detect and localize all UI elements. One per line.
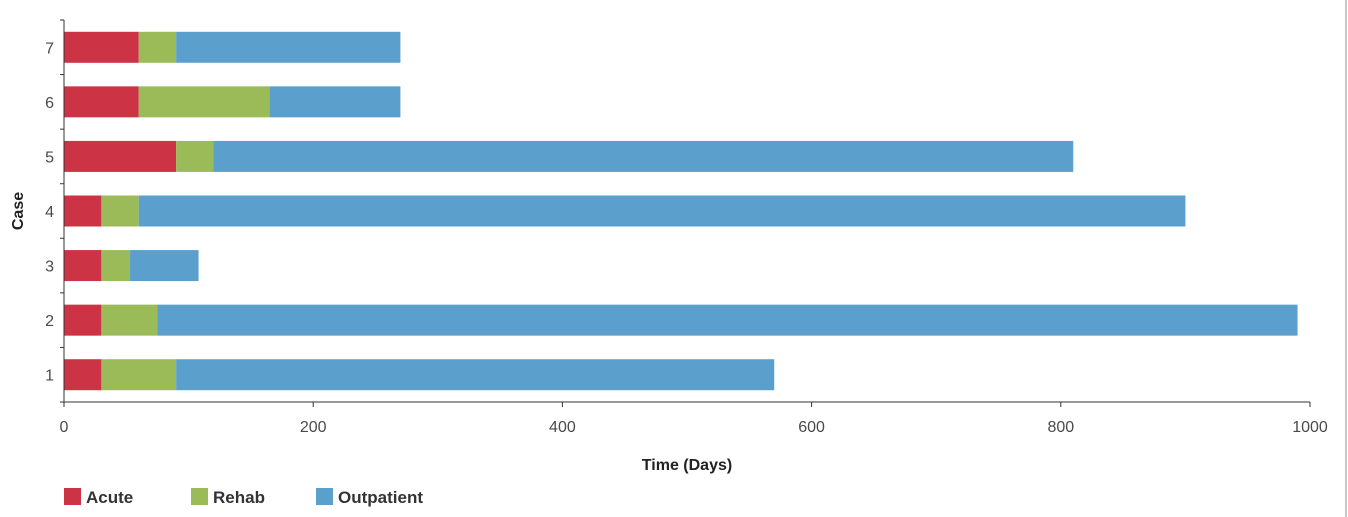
bar-case-3-outpatient xyxy=(130,250,199,282)
bar-case-6-outpatient xyxy=(269,86,401,118)
bar-case-1-acute xyxy=(64,359,102,391)
bar-case-3-acute xyxy=(64,250,102,282)
y-tick-label: 4 xyxy=(45,204,54,221)
x-tick-label: 1000 xyxy=(1292,419,1328,436)
x-tick-label: 400 xyxy=(549,419,576,436)
y-axis-title: Case xyxy=(10,192,27,230)
y-ticks-layer: 1 2 3 4 5 6 7 xyxy=(45,19,64,403)
x-ticks-layer: 0 200 400 600 800 1000 xyxy=(60,402,1328,436)
bar-case-5-outpatient xyxy=(213,140,1074,172)
bar-case-5-acute xyxy=(64,140,177,172)
bar-case-7-acute xyxy=(64,31,139,63)
y-tick-label: 2 xyxy=(45,313,54,330)
x-tick-label: 0 xyxy=(60,419,69,436)
y-tick-label: 3 xyxy=(45,259,54,276)
bar-case-4-outpatient xyxy=(138,195,1186,227)
y-tick-label: 6 xyxy=(45,95,54,112)
bar-case-4-rehab xyxy=(101,195,139,227)
bar-case-4-acute xyxy=(64,195,102,227)
bar-case-7-outpatient xyxy=(176,31,401,63)
x-tick-label: 200 xyxy=(300,419,327,436)
bar-case-6-rehab xyxy=(138,86,270,118)
legend-swatch-rehab xyxy=(191,488,208,505)
bar-case-1-outpatient xyxy=(176,359,775,391)
bar-case-2-rehab xyxy=(101,304,158,336)
legend: Acute Rehab Outpatient xyxy=(64,488,423,507)
x-tick-label: 800 xyxy=(1047,419,1074,436)
bar-case-1-rehab xyxy=(101,359,177,391)
y-tick-label: 1 xyxy=(45,368,54,385)
legend-swatch-acute xyxy=(64,488,81,505)
legend-swatch-outpatient xyxy=(316,488,333,505)
y-tick-label: 5 xyxy=(45,149,54,166)
x-tick-label: 600 xyxy=(798,419,825,436)
legend-label-rehab: Rehab xyxy=(213,488,265,507)
bar-case-5-rehab xyxy=(176,140,214,172)
bar-case-7-rehab xyxy=(138,31,177,63)
bar-case-2-acute xyxy=(64,304,102,336)
legend-label-acute: Acute xyxy=(86,488,133,507)
legend-label-outpatient: Outpatient xyxy=(338,488,423,507)
x-axis-title: Time (Days) xyxy=(642,457,732,474)
y-tick-label: 7 xyxy=(45,40,54,57)
bars-layer xyxy=(64,31,1298,391)
bar-case-6-acute xyxy=(64,86,139,118)
bar-case-3-rehab xyxy=(101,250,131,282)
bar-case-2-outpatient xyxy=(157,304,1298,336)
